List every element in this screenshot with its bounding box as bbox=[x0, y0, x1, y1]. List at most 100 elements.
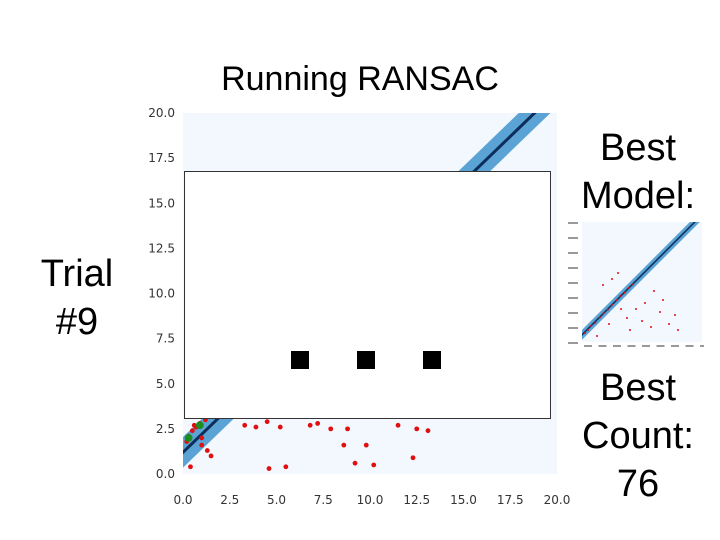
y-tick-label: 7.5 bbox=[156, 332, 175, 346]
data-point bbox=[371, 462, 377, 468]
y-tick-label: 20.0 bbox=[148, 106, 175, 120]
data-point bbox=[277, 424, 283, 430]
data-point bbox=[606, 308, 609, 311]
data-point bbox=[635, 308, 637, 310]
thumb-x-tick bbox=[685, 345, 694, 347]
data-point bbox=[668, 323, 670, 325]
best-count-label: Best Count: 76 bbox=[582, 367, 694, 505]
fit-line bbox=[582, 222, 696, 336]
thumb-y-tick bbox=[568, 297, 578, 299]
data-point bbox=[632, 283, 634, 286]
x-tick-label: 15.0 bbox=[450, 493, 477, 507]
best-model-thumbnail bbox=[564, 220, 708, 355]
data-point bbox=[662, 299, 664, 301]
thumb-y-tick bbox=[568, 252, 578, 254]
thumb-y-tick bbox=[568, 237, 578, 239]
data-point bbox=[627, 287, 630, 289]
data-point bbox=[641, 320, 643, 322]
data-point bbox=[596, 335, 598, 337]
overlay-marker bbox=[423, 351, 441, 369]
x-tick-label: 2.5 bbox=[220, 493, 239, 507]
data-point bbox=[644, 302, 646, 304]
data-point bbox=[352, 460, 358, 466]
data-point bbox=[659, 311, 661, 313]
thumb-y-tick bbox=[568, 327, 578, 329]
data-point bbox=[395, 422, 401, 428]
data-point bbox=[242, 422, 248, 428]
x-tick-label: 12.5 bbox=[403, 493, 430, 507]
data-point bbox=[204, 448, 210, 453]
data-point bbox=[208, 453, 214, 459]
sample-point bbox=[184, 434, 193, 442]
y-tick-label: 10.0 bbox=[148, 287, 175, 301]
thumb-x-tick bbox=[627, 345, 636, 347]
data-point bbox=[626, 317, 628, 319]
thumb-y-tick bbox=[568, 282, 578, 284]
overlay-panel bbox=[184, 171, 551, 419]
data-point bbox=[590, 324, 592, 327]
thumb-x-tick bbox=[613, 345, 621, 347]
slide-title: Running RANSAC bbox=[221, 60, 499, 98]
y-tick-label: 15.0 bbox=[148, 196, 175, 210]
thumb-x-tick bbox=[700, 345, 708, 347]
thumb-y-tick bbox=[568, 342, 578, 344]
data-point bbox=[315, 421, 321, 426]
data-point bbox=[307, 422, 313, 428]
thumb-x-tick bbox=[642, 345, 650, 347]
plot-background bbox=[582, 222, 702, 342]
thumb-x-tick bbox=[671, 345, 679, 347]
overlay-marker bbox=[357, 351, 375, 369]
data-point bbox=[623, 291, 626, 294]
x-tick-label: 10.0 bbox=[357, 493, 384, 507]
y-tick-label: 2.5 bbox=[156, 422, 175, 436]
data-point bbox=[650, 326, 652, 328]
data-point bbox=[253, 424, 259, 430]
data-point bbox=[414, 426, 420, 432]
data-point bbox=[410, 455, 416, 461]
thumb-x-tick bbox=[598, 345, 607, 347]
data-point bbox=[199, 442, 205, 448]
data-point bbox=[611, 303, 613, 306]
y-tick-label: 17.5 bbox=[148, 151, 175, 165]
data-point bbox=[266, 466, 272, 471]
thumb-y-tick bbox=[568, 222, 578, 224]
data-point bbox=[629, 329, 631, 331]
y-tick-label: 5.0 bbox=[156, 377, 175, 391]
data-point bbox=[283, 464, 289, 470]
overlay-marker bbox=[291, 351, 309, 369]
x-tick-label: 5.0 bbox=[267, 493, 286, 507]
sample-point bbox=[195, 421, 204, 430]
thumb-x-tick bbox=[656, 345, 665, 347]
best-model-thumbnail-svg bbox=[568, 222, 708, 347]
data-point bbox=[617, 272, 619, 274]
data-point bbox=[425, 428, 431, 434]
x-tick-label: 17.5 bbox=[497, 493, 524, 507]
data-point bbox=[608, 323, 610, 325]
data-point bbox=[594, 321, 597, 324]
data-point bbox=[191, 422, 197, 428]
data-point bbox=[677, 329, 679, 331]
thumb-y-tick bbox=[568, 267, 578, 269]
data-point bbox=[602, 312, 605, 315]
plot-area bbox=[582, 222, 700, 340]
data-point bbox=[341, 442, 347, 448]
data-point bbox=[599, 316, 601, 319]
best-model-label: Best Model: bbox=[580, 127, 696, 217]
trial-label: Trial #9 bbox=[40, 253, 114, 343]
data-point bbox=[584, 332, 586, 334]
data-point bbox=[620, 308, 622, 310]
x-tick-label: 0.0 bbox=[173, 493, 192, 507]
data-point bbox=[189, 428, 195, 434]
thumb-y-tick bbox=[568, 312, 578, 314]
data-point bbox=[264, 419, 270, 425]
data-point bbox=[199, 435, 205, 441]
data-point bbox=[345, 426, 350, 432]
y-tick-label: 0.0 bbox=[156, 467, 175, 481]
y-tick-label: 12.5 bbox=[148, 241, 175, 255]
x-tick-label: 7.5 bbox=[314, 493, 333, 507]
thumb-x-tick bbox=[584, 345, 592, 347]
x-tick-label: 20.0 bbox=[544, 493, 571, 507]
data-point bbox=[615, 299, 618, 301]
data-point bbox=[328, 426, 334, 432]
data-point bbox=[602, 284, 604, 286]
